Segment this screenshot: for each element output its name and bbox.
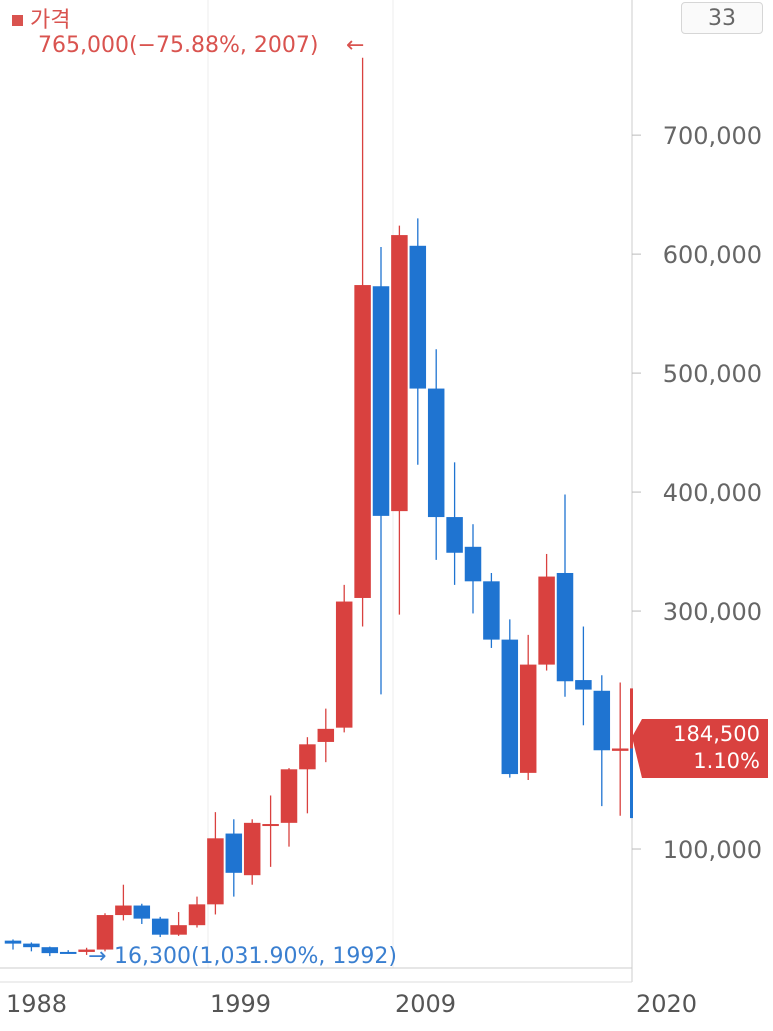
candle-body: [133, 905, 151, 919]
candle-body: [243, 822, 261, 876]
current-price-change: 1.10%: [693, 749, 760, 773]
y-tick-label: 600,000: [663, 241, 762, 269]
candle-1991: [41, 946, 59, 957]
legend-swatch: [12, 15, 23, 26]
candle-1989: [4, 939, 22, 950]
candle-body: [501, 639, 519, 775]
candle-2014: [464, 524, 482, 614]
candle-body: [575, 680, 592, 690]
candle-body: [335, 601, 353, 728]
min-arrow-icon: →: [88, 944, 106, 969]
candle-body: [280, 769, 298, 823]
candle-body: [151, 918, 169, 935]
candle-body: [427, 388, 445, 518]
candle-body: [188, 904, 206, 926]
candle-body: [299, 744, 316, 770]
candle-body: [519, 664, 537, 773]
candle-2009: [372, 246, 390, 695]
candle-body: [23, 943, 40, 948]
candle-body: [207, 838, 224, 905]
candle-2007: [335, 584, 353, 733]
y-tick-label: 500,000: [663, 360, 762, 388]
current-price-value: 184,500: [673, 722, 760, 746]
candle-1998: [170, 912, 187, 936]
current-candle-up: [630, 688, 633, 749]
candle-1990: [23, 942, 40, 952]
candle-body: [354, 285, 371, 598]
candle-body: [317, 728, 335, 742]
candle-2022: [611, 682, 629, 816]
x-label-1999: 1999: [210, 990, 271, 1018]
candle-body: [78, 949, 95, 952]
candle-1995: [115, 884, 132, 921]
candle-body: [538, 576, 555, 665]
max-arrow-icon: ←: [346, 33, 364, 58]
candle-1996: [133, 903, 151, 924]
current-price-tag: 184,500 1.10%: [632, 719, 768, 778]
candle-2004: [280, 768, 298, 847]
y-tick-label: 400,000: [663, 479, 762, 507]
candle-body: [225, 833, 243, 873]
candle-body: [59, 951, 77, 954]
candle-1999: [188, 896, 206, 928]
candle-body: [4, 940, 22, 944]
candle-2008: [354, 57, 371, 627]
candle-body: [483, 581, 500, 640]
candle-body: [593, 690, 611, 751]
candle-2010: [391, 225, 408, 615]
candle-2001: [225, 819, 243, 897]
candle-body: [372, 286, 390, 516]
candle-2019: [556, 494, 574, 697]
candle-body: [446, 517, 463, 553]
candle-count-badge[interactable]: 33: [681, 2, 763, 34]
candle-body: [262, 824, 279, 827]
candle-body: [391, 235, 408, 512]
x-label-2009: 2009: [395, 990, 456, 1018]
current-candle-down: [630, 748, 633, 819]
candle-2018: [538, 553, 555, 671]
candle-body: [556, 572, 574, 682]
candle-2005: [299, 737, 316, 814]
candle-1993: [78, 947, 95, 955]
candle-2011: [409, 218, 427, 465]
candle-body: [464, 546, 482, 582]
candle-body: [170, 925, 187, 935]
legend-label: 가격: [30, 8, 70, 33]
candle-2006: [317, 708, 335, 763]
candle-2015: [483, 572, 500, 648]
candle-body: [96, 915, 114, 950]
x-label-1988: 1988: [6, 990, 67, 1018]
candle-2021: [593, 675, 611, 807]
y-tick-label: 300,000: [663, 598, 762, 626]
x-label-2020: 2020: [636, 990, 697, 1018]
candle-body: [409, 245, 427, 389]
candle-body: [611, 748, 629, 751]
candle-2002: [243, 819, 261, 885]
candle-2000: [207, 812, 224, 915]
candle-2013: [446, 462, 463, 585]
candle-2016: [501, 619, 519, 778]
y-tick-label: 100,000: [663, 836, 762, 864]
candle-body: [41, 947, 59, 954]
candle-body: [115, 905, 132, 916]
candle-2003: [262, 795, 279, 867]
candle-2012: [427, 349, 445, 560]
candle-1992: [59, 950, 77, 954]
candle-1994: [96, 913, 114, 952]
y-tick-label: 700,000: [663, 122, 762, 150]
candle-2020: [575, 626, 592, 726]
candle-1997: [151, 916, 169, 938]
min-annotation: 16,300(1,031.90%, 1992): [114, 944, 397, 969]
candle-2017: [519, 634, 537, 781]
max-annotation: 765,000(−75.88%, 2007): [38, 33, 318, 58]
